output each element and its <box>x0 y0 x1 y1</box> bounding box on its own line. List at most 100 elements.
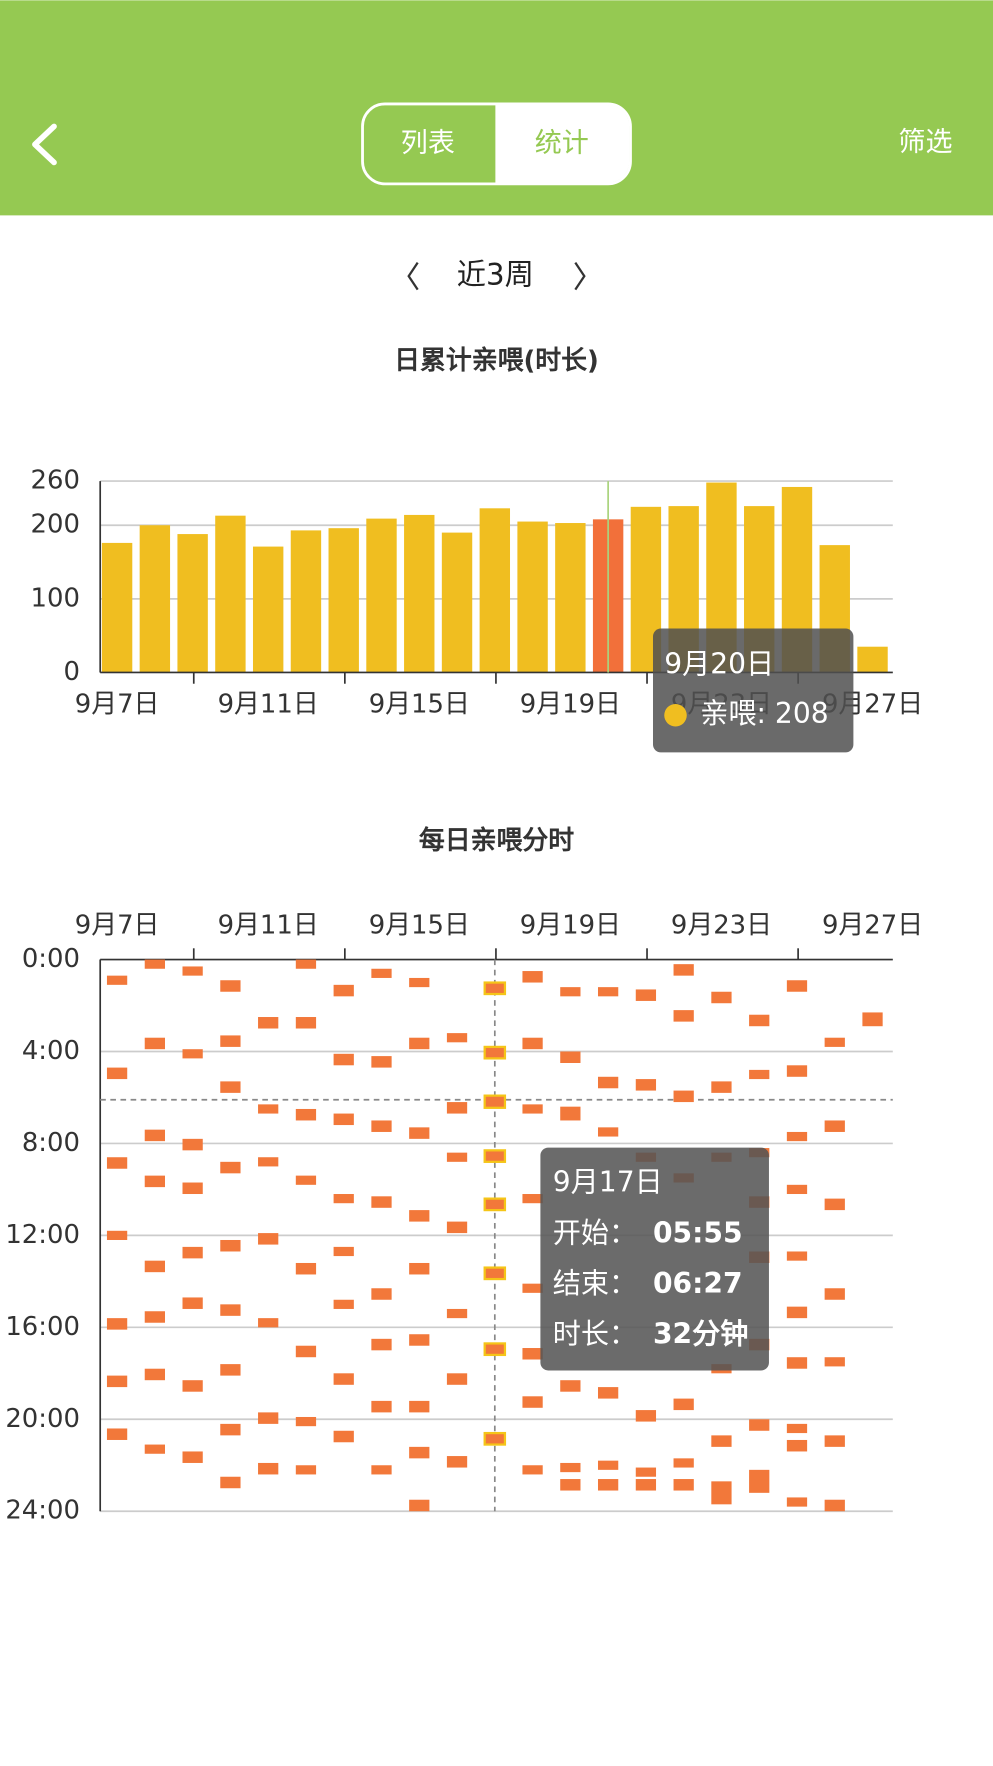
feeding-segment <box>295 1416 317 1427</box>
feeding-segment <box>182 966 203 976</box>
feeding-segment <box>635 1467 657 1477</box>
feeding-segment <box>597 1479 619 1491</box>
feeding-segment <box>409 1037 430 1050</box>
y-tick-label: 8:00 <box>22 1128 80 1158</box>
tooltip-label: 亲喂: 208 <box>700 697 828 730</box>
x-tick-label: 9月7日 <box>75 690 160 720</box>
feeding-segment <box>824 1435 845 1447</box>
feeding-segment <box>106 1375 128 1388</box>
feeding-segment <box>446 1373 468 1385</box>
feeding-segment <box>786 1306 808 1319</box>
feeding-segment <box>220 1364 241 1376</box>
feeding-segment <box>673 1458 694 1468</box>
bar <box>517 521 548 673</box>
back-button[interactable] <box>32 123 57 166</box>
feeding-segment <box>182 1451 203 1463</box>
tooltip-row-label: 开始： <box>553 1216 637 1249</box>
feeding-segment <box>220 980 241 992</box>
feeding-segment <box>258 1318 279 1328</box>
feeding-segment <box>144 1444 165 1454</box>
feeding-segment <box>786 1423 808 1434</box>
feeding-segment <box>220 1423 241 1436</box>
feeding-segment <box>333 1299 354 1309</box>
feeding-segment <box>409 1127 430 1139</box>
feeding-segment <box>483 1431 507 1446</box>
feeding-segment <box>333 1113 354 1126</box>
feeding-segment <box>295 1108 317 1121</box>
feeding-segment <box>220 1476 241 1489</box>
feeding-segment <box>333 1194 354 1204</box>
feeding-segment <box>560 1462 581 1473</box>
feeding-segment <box>597 1460 619 1470</box>
feeding-segment <box>446 1102 468 1114</box>
feeding-segment <box>786 1439 808 1452</box>
feeding-segment <box>106 1067 128 1080</box>
x-tick-label: 9月19日 <box>520 690 621 720</box>
prev-period[interactable] <box>407 262 419 291</box>
active-tab-bg <box>495 105 630 183</box>
feeding-segment <box>409 1262 430 1275</box>
feeding-segment <box>220 1161 241 1174</box>
bar <box>177 534 208 673</box>
feeding-segment <box>522 971 543 983</box>
feeding-segment <box>333 1373 354 1385</box>
feeding-segment <box>333 1430 354 1443</box>
bar <box>290 530 322 673</box>
x-tick-label: 9月19日 <box>520 910 621 940</box>
feeding-segment <box>106 1428 128 1440</box>
tab-stats[interactable]: 统计 <box>535 128 589 159</box>
feeding-segment <box>560 987 581 997</box>
feeding-segment <box>862 1012 883 1027</box>
feeding-segment <box>711 1481 732 1505</box>
feeding-segment <box>295 1175 317 1185</box>
feeding-segment <box>371 1400 392 1413</box>
feeding-segment <box>371 1120 392 1132</box>
feeding-segment <box>560 1106 581 1121</box>
feeding-segment <box>635 1479 657 1491</box>
feeding-segment <box>144 1368 165 1381</box>
y-tick-label: 16:00 <box>5 1312 80 1342</box>
feeding-segment <box>106 1230 128 1240</box>
feeding-segment <box>786 1065 808 1077</box>
feeding-segment <box>258 1157 279 1167</box>
tooltip-bg <box>540 1147 769 1371</box>
x-tick-label: 9月23日 <box>671 910 772 940</box>
x-tick-label: 9月7日 <box>75 910 160 940</box>
feeding-segment <box>220 1304 241 1316</box>
feeding-segment <box>371 968 392 978</box>
y-tick-label: 0 <box>63 657 79 687</box>
feeding-segment <box>182 1380 203 1392</box>
feeding-segment <box>749 1069 770 1080</box>
y-tick-label: 260 <box>31 466 80 496</box>
feeding-segment <box>483 1094 507 1109</box>
feeding-segment <box>673 1010 694 1022</box>
feeding-segment <box>635 1079 657 1091</box>
feeding-segment <box>446 1221 468 1234</box>
tab-list[interactable]: 列表 <box>401 128 455 159</box>
bar <box>328 528 359 673</box>
tooltip-row-value: 32分钟 <box>653 1318 748 1351</box>
y-tick-label: 24:00 <box>5 1496 80 1526</box>
feeding-segment <box>295 959 317 969</box>
x-tick-label: 9月27日 <box>822 910 923 940</box>
feeding-segment <box>711 991 732 1004</box>
feeding-segment <box>597 987 619 997</box>
bar <box>555 523 586 673</box>
feeding-segment <box>409 1400 430 1413</box>
feeding-segment <box>522 1396 543 1408</box>
feeding-segment <box>182 1049 203 1059</box>
feeding-segment <box>824 1198 845 1211</box>
feeding-segment <box>749 1014 770 1027</box>
feeding-segment <box>786 1357 808 1369</box>
feeding-segment <box>371 1288 392 1300</box>
feeding-segment <box>483 1149 507 1163</box>
bar <box>366 518 397 673</box>
feeding-segment <box>522 1194 543 1204</box>
bar <box>441 532 473 673</box>
feeding-segment <box>220 1239 241 1252</box>
filter-button[interactable]: 筛选 <box>898 127 952 158</box>
feeding-segment <box>220 1081 241 1093</box>
next-period[interactable] <box>574 262 586 291</box>
